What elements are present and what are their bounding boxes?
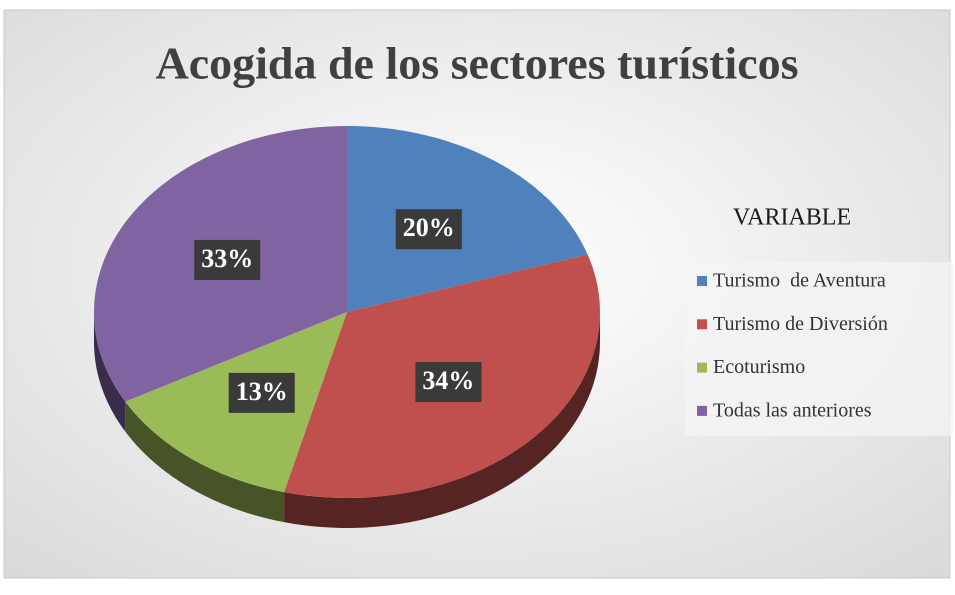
legend-label: Ecoturismo [713, 356, 805, 378]
pie-sides [94, 312, 600, 528]
value-label: 34% [422, 366, 474, 395]
value-label-box [228, 372, 295, 413]
pie-side [284, 312, 600, 528]
value-label-box [194, 239, 261, 280]
legend-label: Turismo de Aventura [713, 270, 886, 292]
pie-side [125, 401, 285, 523]
legend-label: Todas las anteriores [713, 399, 872, 421]
legend: Turismo de Aventura Turismo de Diversión E… [697, 270, 888, 421]
pie-slice [347, 126, 588, 312]
legend-swatch [697, 405, 707, 416]
value-label-box [415, 362, 482, 403]
value-label-box [395, 209, 462, 250]
chart-title: Acogida de los sectores turísticos [155, 38, 798, 89]
value-label: 13% [236, 377, 288, 406]
legend-swatch [697, 319, 707, 330]
value-label: 20% [403, 213, 455, 242]
pie-side [94, 312, 126, 432]
value-label: 33% [201, 244, 253, 273]
legend-label: Turismo de Diversión [713, 313, 888, 335]
legend-title: VARIABLE [733, 205, 851, 231]
legend-box [685, 262, 953, 436]
legend-swatch [697, 362, 707, 373]
legend-swatch [697, 276, 707, 286]
pie: 20% 34% 13% 33% [94, 126, 600, 528]
